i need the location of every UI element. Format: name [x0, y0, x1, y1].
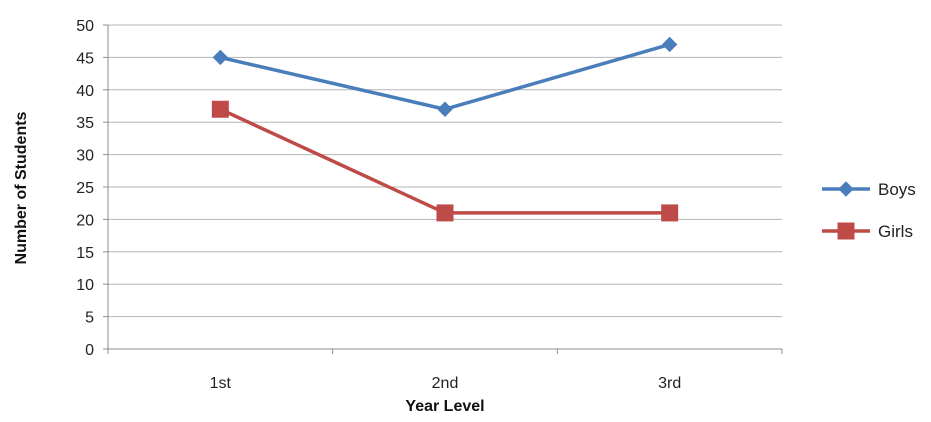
series-lines	[211, 36, 679, 222]
y-tick-label-10: 10	[76, 277, 94, 294]
point-boys-1st	[212, 49, 229, 66]
point-girls-3rd	[661, 204, 679, 222]
point-boys-3rd	[661, 36, 678, 53]
series-boys	[212, 36, 678, 117]
y-tick-labels: 0 5 10 15 20 25 30 35 40 45 50	[76, 18, 94, 359]
y-tick-label-30: 30	[76, 148, 94, 165]
x-axis-title: Year Level	[405, 398, 484, 415]
y-tick-label-35: 35	[76, 115, 94, 132]
legend-marker-girls	[837, 222, 855, 240]
y-tick-label-40: 40	[76, 83, 94, 100]
y-axis-title: Number of Students	[13, 111, 30, 264]
x-tick-label-3rd: 3rd	[658, 375, 681, 392]
legend-marker-boys	[838, 181, 854, 197]
y-tick-label-20: 20	[76, 212, 94, 229]
y-tick-label-50: 50	[76, 18, 94, 35]
y-tick-label-15: 15	[76, 245, 94, 262]
point-boys-2nd	[437, 101, 453, 117]
x-tick-labels: 1st 2nd 3rd	[210, 375, 682, 392]
x-tick-label-1st: 1st	[210, 375, 232, 392]
y-tick-label-45: 45	[76, 50, 94, 67]
legend-label-girls: Girls	[878, 222, 913, 241]
y-tick-label-25: 25	[76, 180, 94, 197]
point-girls-2nd	[436, 204, 454, 222]
legend: Boys Girls	[822, 180, 916, 241]
series-line-boys	[219, 42, 671, 111]
legend-label-boys: Boys	[878, 180, 916, 199]
x-tick-label-2nd: 2nd	[432, 375, 459, 392]
series-girls	[211, 100, 679, 222]
y-tick-label-5: 5	[85, 310, 94, 327]
point-girls-1st	[211, 100, 229, 118]
legend-item-girls: Girls	[822, 222, 913, 241]
y-tick-label-0: 0	[85, 342, 94, 359]
gridlines	[108, 24, 782, 318]
axes	[103, 24, 783, 354]
series-line-girls	[219, 107, 670, 215]
legend-item-boys: Boys	[822, 180, 916, 199]
